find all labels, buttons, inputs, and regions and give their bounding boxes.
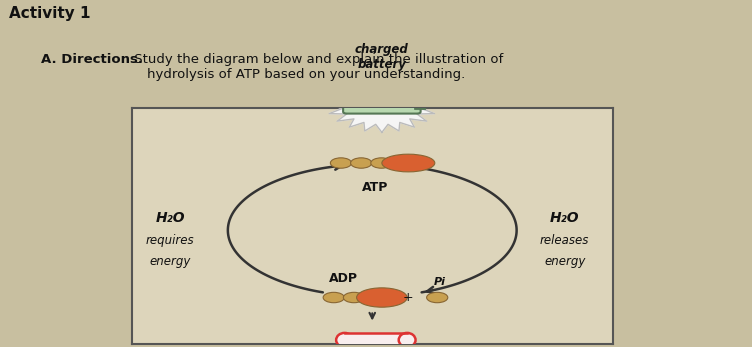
Bar — [344, 333, 407, 347]
Circle shape — [350, 158, 371, 168]
Circle shape — [391, 158, 412, 168]
Text: H₂O: H₂O — [550, 211, 580, 226]
Ellipse shape — [336, 333, 353, 347]
Text: charged
battery: charged battery — [355, 43, 409, 71]
FancyBboxPatch shape — [414, 101, 426, 110]
Circle shape — [371, 158, 392, 168]
Polygon shape — [326, 78, 437, 132]
Text: Activity 1: Activity 1 — [9, 6, 90, 20]
Text: releases: releases — [540, 234, 590, 247]
Circle shape — [323, 292, 344, 303]
Text: Study the diagram below and explain the illustration of
    hydrolysis of ATP ba: Study the diagram below and explain the … — [130, 53, 503, 81]
Text: A. Directions.: A. Directions. — [41, 53, 144, 66]
Ellipse shape — [399, 333, 416, 347]
Circle shape — [426, 292, 447, 303]
Text: H₂O: H₂O — [156, 211, 185, 226]
Circle shape — [330, 158, 351, 168]
Circle shape — [363, 292, 385, 303]
Text: energy: energy — [150, 255, 191, 268]
Text: energy: energy — [544, 255, 586, 268]
FancyBboxPatch shape — [343, 97, 420, 113]
Text: requires: requires — [146, 234, 195, 247]
Circle shape — [344, 292, 365, 303]
Ellipse shape — [356, 288, 407, 307]
Text: +: + — [403, 291, 414, 304]
Text: ADP: ADP — [329, 272, 358, 285]
Text: ATP: ATP — [362, 181, 388, 194]
Text: Pi: Pi — [434, 277, 446, 287]
Ellipse shape — [382, 154, 435, 172]
